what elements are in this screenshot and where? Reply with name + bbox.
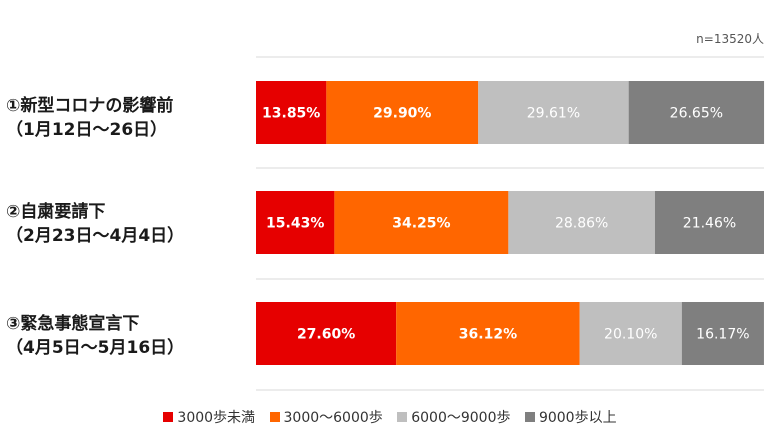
category-label-2: ②自粛要請下 （2月23日～4月4日） <box>6 200 184 248</box>
category-label-3: ③緊急事態宣言下 （4月5日～5月16日） <box>6 312 184 360</box>
data-label-row1-series1: 13.85% <box>262 106 320 122</box>
data-label-row3-series3: 20.10% <box>604 327 657 343</box>
legend-swatch-under-3000 <box>163 412 174 422</box>
sample-size-note: n=13520人 <box>696 32 764 46</box>
legend-swatch-6000-9000 <box>397 412 408 422</box>
data-label-row2-series3: 28.86% <box>555 216 608 232</box>
legend-label-3000-6000: 3000～6000歩 <box>283 410 383 426</box>
bar-segment-row3-series4 <box>681 302 764 365</box>
bar-segment-row2-series4 <box>654 191 764 254</box>
legend-item-under-3000: 3000歩未満 <box>163 407 255 427</box>
bar-segment-row1-series4 <box>628 81 765 144</box>
legend: 3000歩未満 3000～6000歩 6000～9000歩 9000歩以上 <box>0 407 780 427</box>
category-label-1-period: （1月12日～26日） <box>6 120 168 140</box>
category-label-3-title: ③緊急事態宣言下 <box>6 314 140 334</box>
bar-segment-row1-series2 <box>326 81 479 144</box>
bar-segment-row2-series1 <box>256 191 335 254</box>
data-label-row1-series4: 26.65% <box>670 106 723 122</box>
data-label-row2-series1: 15.43% <box>266 216 324 232</box>
data-label-row3-series4: 16.17% <box>696 327 749 343</box>
legend-label-9000-plus: 9000歩以上 <box>538 410 617 426</box>
data-label-row1-series3: 29.61% <box>527 106 580 122</box>
data-label-row2-series4: 21.46% <box>683 216 736 232</box>
legend-label-under-3000: 3000歩未満 <box>177 410 256 426</box>
category-label-3-period: （4月5日～5月16日） <box>6 338 185 358</box>
legend-item-6000-9000: 6000～9000歩 <box>397 407 510 427</box>
bar-segment-row1-series1 <box>256 81 327 144</box>
bar-segment-row3-series2 <box>396 302 580 365</box>
category-label-2-title: ②自粛要請下 <box>6 202 106 222</box>
legend-label-6000-9000: 6000～9000歩 <box>411 410 511 426</box>
legend-swatch-9000-plus <box>524 412 535 422</box>
legend-swatch-3000-6000 <box>269 412 280 422</box>
category-label-2-period: （2月23日～4月4日） <box>6 226 185 246</box>
bar-segment-row1-series3 <box>478 81 629 144</box>
data-label-row2-series2: 34.25% <box>392 216 450 232</box>
legend-item-3000-6000: 3000～6000歩 <box>269 407 383 427</box>
bar-segment-row3-series1 <box>256 302 397 365</box>
bar-segment-row2-series2 <box>334 191 509 254</box>
category-label-1: ①新型コロナの影響前 （1月12日～26日） <box>6 94 173 142</box>
data-label-row3-series1: 27.60% <box>297 327 355 343</box>
category-label-1-title: ①新型コロナの影響前 <box>6 96 174 116</box>
legend-item-9000-plus: 9000歩以上 <box>524 407 617 427</box>
bar-segment-row2-series3 <box>508 191 655 254</box>
data-label-row3-series2: 36.12% <box>459 327 517 343</box>
data-label-row1-series2: 29.90% <box>373 106 431 122</box>
bar-segment-row3-series3 <box>579 302 682 365</box>
